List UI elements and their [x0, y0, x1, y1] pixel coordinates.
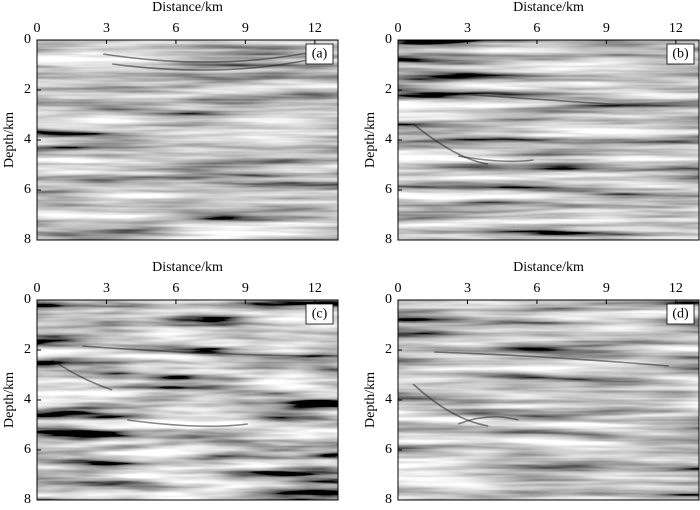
reflector — [82, 345, 308, 357]
y-tick-label: 4 — [24, 132, 31, 147]
panel-label: (b) — [672, 47, 689, 62]
y-tick-label: 6 — [24, 442, 31, 457]
y-tick-label: 2 — [385, 82, 392, 97]
reflector — [412, 123, 489, 165]
x-tick-label: 9 — [603, 281, 610, 296]
panel-label-box — [666, 303, 695, 325]
reflector — [458, 93, 639, 107]
y-axis-title: Depth/km — [2, 112, 17, 168]
y-tick-label: 0 — [24, 292, 31, 307]
y-axis-title: Depth/km — [2, 372, 17, 428]
x-tick-label: 3 — [464, 281, 471, 296]
x-tick-label: 9 — [242, 281, 249, 296]
x-tick-label: 3 — [464, 21, 471, 36]
y-tick-label: 0 — [24, 32, 31, 47]
x-tick-label: 3 — [103, 21, 110, 36]
reflector — [51, 359, 113, 391]
seismic-image — [37, 300, 338, 500]
x-tick-label: 0 — [34, 21, 41, 36]
y-tick-label: 2 — [24, 342, 31, 357]
x-tick-label: 0 — [395, 21, 402, 36]
y-tick-label: 0 — [385, 292, 392, 307]
x-tick-label: 12 — [308, 21, 322, 36]
y-tick-label: 6 — [385, 182, 392, 197]
panel-label-box — [305, 303, 334, 325]
y-tick-label: 4 — [24, 392, 31, 407]
x-tick-label: 9 — [242, 21, 249, 36]
x-tick-label: 12 — [308, 281, 322, 296]
panel: 0 3 6 9 12 0 2 4 6 8 Distance/km Depth/km (d) — [363, 260, 700, 507]
x-tick-label: 3 — [103, 281, 110, 296]
y-axis-title: Depth/km — [363, 112, 378, 168]
x-axis-title: Distance/km — [152, 260, 223, 275]
reflector — [434, 351, 669, 367]
seismic-image — [398, 300, 699, 500]
panel-label-box — [666, 43, 695, 65]
seismic-image — [37, 40, 338, 240]
panel-label: (a) — [312, 47, 328, 62]
x-tick-label: 6 — [172, 21, 179, 36]
y-axis-title: Depth/km — [363, 372, 378, 428]
y-tick-label: 8 — [385, 232, 392, 247]
y-tick-label: 6 — [385, 442, 392, 457]
x-axis-title: Distance/km — [152, 0, 223, 15]
reflector — [112, 59, 309, 71]
y-tick-label: 0 — [385, 32, 392, 47]
x-tick-label: 9 — [603, 21, 610, 36]
panel: 0 3 6 9 12 0 2 4 6 8 Distance/km Depth/km (b) — [363, 0, 700, 247]
x-tick-label: 6 — [533, 281, 540, 296]
y-tick-label: 8 — [24, 492, 31, 507]
x-tick-label: 6 — [172, 281, 179, 296]
seismic-image — [398, 40, 699, 240]
x-tick-label: 0 — [395, 281, 402, 296]
x-axis-title: Distance/km — [513, 0, 584, 15]
x-axis-title: Distance/km — [513, 260, 584, 275]
reflector — [457, 416, 519, 425]
x-tick-label: 12 — [669, 281, 683, 296]
y-tick-label: 4 — [385, 392, 392, 407]
y-tick-label: 2 — [24, 82, 31, 97]
x-tick-label: 0 — [34, 281, 41, 296]
x-tick-label: 6 — [533, 21, 540, 36]
panel-label-box — [305, 43, 334, 65]
panel: 0 3 6 9 12 0 2 4 6 8 Distance/km Depth/km (a) — [2, 0, 339, 247]
y-tick-label: 8 — [385, 492, 392, 507]
x-tick-label: 12 — [669, 21, 683, 36]
y-tick-label: 2 — [385, 342, 392, 357]
reflector — [103, 49, 324, 63]
panel-label: (c) — [312, 307, 328, 322]
y-tick-label: 6 — [24, 182, 31, 197]
panel-label: (d) — [672, 307, 689, 322]
y-tick-label: 8 — [24, 232, 31, 247]
reflector — [127, 419, 248, 428]
y-tick-label: 4 — [385, 132, 392, 147]
reflector — [458, 155, 534, 163]
reflector — [412, 383, 489, 427]
panel: 0 3 6 9 12 0 2 4 6 8 Distance/km Depth/km (c) — [2, 260, 339, 507]
